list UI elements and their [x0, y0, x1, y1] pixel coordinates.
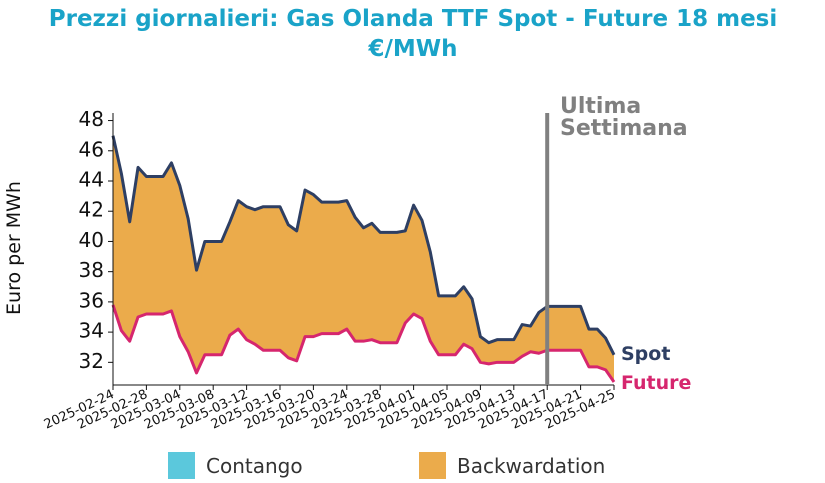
y-tick-label: 38 — [79, 258, 104, 282]
y-tick-label: 42 — [79, 198, 104, 222]
chart-title: Prezzi giornalieri: Gas Olanda TTF Spot … — [49, 6, 778, 32]
y-tick-label: 40 — [79, 228, 104, 252]
series-lines — [111, 135, 616, 383]
legend-swatch-backwardation — [419, 452, 446, 479]
y-tick-label: 44 — [79, 168, 104, 192]
fill-areas — [113, 135, 614, 382]
series-line-spot — [111, 135, 616, 356]
series-line-future — [111, 304, 616, 383]
chart-subtitle: €/MWh — [367, 36, 457, 62]
series-label-spot: Spot — [621, 343, 670, 365]
y-tick-label: 34 — [79, 319, 104, 343]
y-tick-label: 32 — [79, 349, 104, 373]
legend-label-backwardation: Backwardation — [457, 454, 605, 478]
annotation-line1: Ultima — [560, 94, 641, 119]
series-label-future: Future — [621, 372, 691, 394]
legend-label-contango: Contango — [206, 454, 303, 478]
backwardation-area — [113, 135, 614, 382]
week-annotation: Ultima Settimana — [545, 94, 688, 385]
y-axis-label: Euro per MWh — [3, 181, 25, 315]
y-tick-label: 36 — [79, 288, 104, 312]
legend-swatch-contango — [168, 452, 195, 479]
legend: Contango Backwardation — [168, 452, 605, 479]
y-tick-label: 48 — [79, 107, 104, 131]
y-tick-label: 46 — [79, 137, 104, 161]
annotation-line2: Settimana — [560, 116, 688, 141]
axes: 3234363840424446482025-02-242025-02-2820… — [42, 107, 618, 433]
